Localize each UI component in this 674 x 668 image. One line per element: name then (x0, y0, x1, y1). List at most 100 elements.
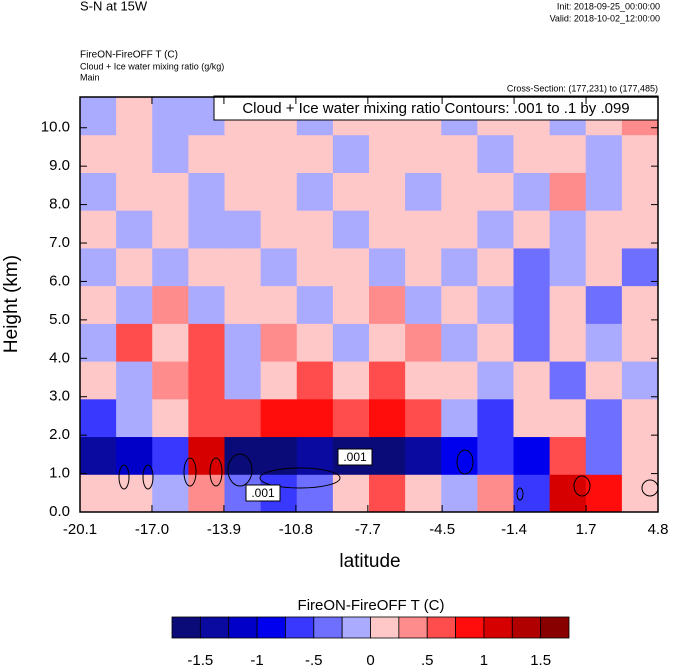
y-tick-label: 2.0 (49, 426, 70, 443)
x-tick-label: -7.7 (355, 521, 381, 538)
field-cell (80, 285, 117, 324)
field-cell (513, 210, 551, 249)
field-cell (549, 285, 587, 324)
field-cell (369, 398, 406, 438)
field-cell (332, 474, 370, 513)
x-tick-label: -10.8 (279, 521, 313, 538)
field-cell (116, 398, 153, 438)
colorbar-swatch (370, 616, 400, 639)
field-cell (260, 285, 298, 324)
y-tick-label: 0.0 (49, 503, 70, 520)
field-cell (585, 134, 623, 173)
field-cell (332, 134, 370, 173)
field-cell (405, 172, 442, 211)
field-cell (405, 134, 442, 173)
field-cell (224, 172, 262, 211)
field-cell (513, 398, 551, 438)
field-cell (549, 474, 587, 513)
field-cell (441, 172, 478, 211)
field-cell (224, 323, 262, 362)
field-cell (369, 436, 406, 475)
field-cell (260, 247, 298, 287)
field-cell (332, 210, 370, 249)
field-cell (260, 210, 298, 249)
y-tick-label: 4.0 (49, 349, 70, 366)
field-cell (621, 247, 659, 287)
field-cell (152, 247, 189, 287)
field-cell (477, 210, 514, 249)
field-cell (224, 285, 262, 324)
field-cell (477, 361, 514, 400)
field-cell (260, 398, 298, 438)
field-cell (513, 172, 551, 211)
field-cell (369, 210, 406, 249)
field-cell (296, 210, 334, 249)
field-cell (585, 323, 623, 362)
field-cell (513, 436, 551, 475)
cross-section: Cross-Section: (177,231) to (177,485) (507, 83, 658, 93)
field-cell (80, 210, 117, 249)
field-cell (188, 474, 225, 513)
field-cell (224, 398, 262, 438)
field-cell (296, 134, 334, 173)
field-cell (585, 474, 623, 513)
colorbar-tick-label: 0 (366, 652, 374, 668)
field-cell (152, 285, 189, 324)
field-cell (224, 361, 262, 400)
field-cell (188, 436, 225, 475)
field-cell (152, 323, 189, 362)
field-cell (585, 210, 623, 249)
field-cell (260, 361, 298, 400)
field-cell (549, 361, 587, 400)
field-cell (513, 285, 551, 324)
field-cell (116, 97, 153, 136)
contour-label-box (337, 448, 373, 466)
colorbar-swatch (398, 616, 428, 639)
field (80, 97, 659, 513)
field-cell (296, 474, 334, 513)
field-cell (513, 474, 551, 513)
colorbar-tick-label: .5 (421, 652, 434, 668)
valid-time: Valid: 2018-10-02_12:00:00 (550, 13, 660, 23)
field-cell (80, 474, 117, 513)
colorbar-swatch (256, 616, 286, 639)
field-cell (332, 172, 370, 211)
field-cell (116, 172, 153, 211)
chart-title: S-N at 15W (80, 0, 148, 13)
x-axis-label: latitude (339, 551, 400, 572)
field-cell (621, 361, 659, 400)
y-axis-label: Height (km) (1, 255, 22, 353)
field-cell (296, 285, 334, 324)
field-cell (585, 285, 623, 324)
field-cell (188, 285, 225, 324)
field-cell (621, 398, 659, 438)
y-tick-label: 10.0 (41, 119, 70, 136)
field-cell (585, 172, 623, 211)
field-cell (224, 210, 262, 249)
field-cell (260, 134, 298, 173)
field-cell (80, 247, 117, 287)
x-tick-label: -20.1 (63, 521, 97, 538)
field-cell (116, 436, 153, 475)
field-cell (188, 210, 225, 249)
field-cell (332, 361, 370, 400)
field-cell (116, 210, 153, 249)
field-cell (80, 134, 117, 173)
field-cell (116, 323, 153, 362)
colorbar-swatch (228, 616, 258, 639)
field-cell (477, 172, 514, 211)
y-tick-label: 7.0 (49, 234, 70, 251)
field-cell (224, 436, 262, 475)
x-tick-label: 4.8 (648, 521, 669, 538)
field-cell (477, 436, 514, 475)
field-cell (152, 436, 189, 475)
y-tick-label: 5.0 (49, 311, 70, 328)
field-cell (152, 210, 189, 249)
y-tick-label: 1.0 (49, 465, 70, 482)
field-cell (585, 398, 623, 438)
y-tick-label: 9.0 (49, 157, 70, 174)
field-cell (405, 247, 442, 287)
field-cell (621, 323, 659, 362)
field-cell (152, 172, 189, 211)
field-cell (405, 436, 442, 475)
